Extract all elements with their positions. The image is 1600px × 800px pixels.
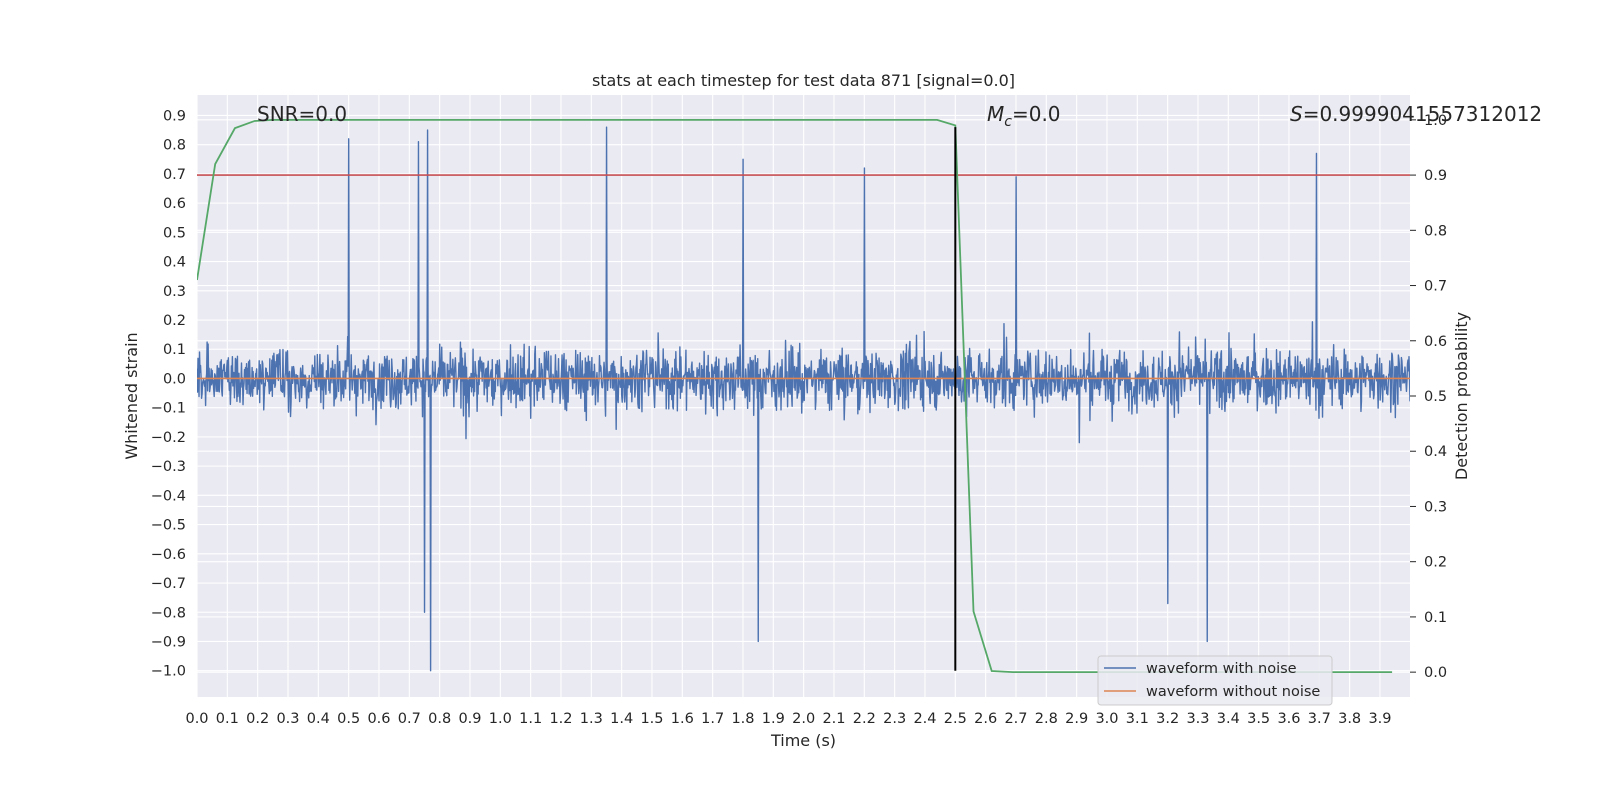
x-tick-label: 0.4 bbox=[307, 711, 330, 727]
y2-tick-label: 0.1 bbox=[1424, 610, 1447, 626]
x-tick-label: 1.8 bbox=[731, 711, 754, 727]
x-tick-label: 2.3 bbox=[883, 711, 906, 727]
detection-probability-line bbox=[197, 118, 1393, 674]
x-tick-label: 0.7 bbox=[398, 711, 421, 727]
x-tick-label: 3.0 bbox=[1095, 711, 1118, 727]
y-tick-label: 0.5 bbox=[163, 225, 186, 241]
x-tick-label: 1.4 bbox=[610, 711, 633, 727]
x-tick-label: 2.5 bbox=[944, 711, 967, 727]
x-axis-label: Time (s) bbox=[770, 731, 836, 750]
snr-annotation: SNR=0.0 bbox=[257, 102, 347, 126]
y-tick-label: 0.7 bbox=[163, 167, 186, 183]
y2-tick-label: 0.2 bbox=[1424, 555, 1447, 571]
x-tick-label: 1.0 bbox=[489, 711, 512, 727]
y2-tick-label: 0.8 bbox=[1424, 223, 1447, 239]
y-tick-label: 0.2 bbox=[163, 313, 186, 329]
x-tick-label: 0.5 bbox=[337, 711, 360, 727]
y2-axis-ticks: 1.0 0.9 0.8 0.7 0.6 0.5 0.4 0.3 0.2 0.1 0.0 bbox=[1410, 113, 1447, 681]
x-tick-label: 2.7 bbox=[1004, 711, 1027, 727]
x-tick-label: 0.1 bbox=[216, 711, 239, 727]
x-tick-label: 2.8 bbox=[1035, 711, 1058, 727]
y2-axis-label: Detection probability bbox=[1452, 312, 1471, 480]
score-value: =0.9999041557312012 bbox=[1303, 102, 1542, 126]
x-tick-label: 2.9 bbox=[1065, 711, 1088, 727]
y-axis-label: Whitened strain bbox=[122, 332, 141, 459]
chirp-mass-annotation: Mc=0.0 bbox=[987, 102, 1061, 130]
y-tick-label: 0.8 bbox=[163, 138, 186, 154]
y-tick-label: −0.4 bbox=[151, 488, 186, 504]
y2-tick-label: 0.3 bbox=[1424, 499, 1447, 515]
y2-tick-label: 0.7 bbox=[1424, 279, 1447, 295]
y-tick-label: 0.0 bbox=[163, 371, 186, 387]
x-tick-label: 0.9 bbox=[458, 711, 481, 727]
x-tick-label: 2.1 bbox=[822, 711, 845, 727]
x-tick-label: 1.9 bbox=[762, 711, 785, 727]
y2-tick-label: 1.0 bbox=[1424, 113, 1447, 129]
legend: waveform with noise waveform without noi… bbox=[1097, 655, 1333, 706]
x-tick-label: 0.6 bbox=[367, 711, 390, 727]
chirp-mass-subscript: c bbox=[1004, 114, 1012, 130]
chirp-mass-symbol: M bbox=[987, 102, 1004, 126]
x-tick-label: 3.7 bbox=[1308, 711, 1331, 727]
y-axis-ticks: 0.9 0.8 0.7 0.6 0.5 0.4 0.3 0.2 0.1 0.0 −0.1 −0.2 −0… bbox=[151, 108, 186, 679]
y-tick-label: 0.3 bbox=[163, 284, 186, 300]
x-tick-label: 0.0 bbox=[185, 711, 208, 727]
x-tick-label: 0.2 bbox=[246, 711, 269, 727]
y-tick-label: −0.6 bbox=[151, 547, 186, 563]
x-tick-label: 1.1 bbox=[519, 711, 542, 727]
y-tick-label: −0.7 bbox=[151, 576, 186, 592]
y-tick-label: 0.1 bbox=[163, 342, 186, 358]
chart-title: stats at each timestep for test data 871… bbox=[592, 71, 1015, 90]
y-tick-label: 0.9 bbox=[163, 108, 186, 124]
y2-tick-label: 0.6 bbox=[1424, 334, 1447, 350]
x-tick-label: 1.2 bbox=[549, 711, 572, 727]
score-symbol: S bbox=[1290, 102, 1303, 126]
x-tick-label: 3.9 bbox=[1368, 711, 1391, 727]
y-tick-label: −1.0 bbox=[151, 664, 186, 680]
y-tick-label: −0.3 bbox=[151, 459, 186, 475]
y2-tick-label: 0.0 bbox=[1424, 665, 1447, 681]
x-tick-label: 3.1 bbox=[1126, 711, 1149, 727]
x-tick-label: 3.4 bbox=[1217, 711, 1240, 727]
y-tick-label: 0.4 bbox=[163, 255, 186, 271]
y2-tick-label: 0.4 bbox=[1424, 444, 1447, 460]
y-tick-label: 0.6 bbox=[163, 196, 186, 212]
x-tick-label: 1.6 bbox=[671, 711, 694, 727]
x-tick-label: 3.6 bbox=[1277, 711, 1300, 727]
y2-tick-label: 0.9 bbox=[1424, 168, 1447, 184]
x-tick-label: 2.0 bbox=[792, 711, 815, 727]
legend-label-noise: waveform with noise bbox=[1146, 661, 1297, 677]
x-tick-label: 1.5 bbox=[640, 711, 663, 727]
x-tick-label: 0.3 bbox=[276, 711, 299, 727]
y2-tick-label: 0.5 bbox=[1424, 389, 1447, 405]
x-tick-label: 2.4 bbox=[913, 711, 936, 727]
x-tick-label: 0.8 bbox=[428, 711, 451, 727]
x-tick-label: 3.3 bbox=[1186, 711, 1209, 727]
x-tick-label: 1.3 bbox=[580, 711, 603, 727]
y-tick-label: −0.2 bbox=[151, 430, 186, 446]
series-layer bbox=[197, 118, 1410, 674]
chirp-mass-value: =0.0 bbox=[1012, 102, 1061, 126]
y-tick-label: −0.1 bbox=[151, 401, 186, 417]
x-tick-label: 3.2 bbox=[1156, 711, 1179, 727]
legend-label-clean: waveform without noise bbox=[1146, 684, 1320, 700]
x-tick-label: 1.7 bbox=[701, 711, 724, 727]
x-tick-label: 3.8 bbox=[1338, 711, 1361, 727]
y-tick-label: −0.8 bbox=[151, 605, 186, 621]
y-tick-label: −0.9 bbox=[151, 634, 186, 650]
score-annotation: S=0.9999041557312012 bbox=[1290, 102, 1542, 126]
x-tick-label: 2.6 bbox=[974, 711, 997, 727]
x-tick-label: 2.2 bbox=[853, 711, 876, 727]
y-tick-label: −0.5 bbox=[151, 518, 186, 534]
x-tick-label: 3.5 bbox=[1247, 711, 1270, 727]
x-axis-ticks: 0.0 0.1 0.2 0.3 0.4 0.5 0.6 0.7 0.8 0.9 1.0 1.1 1.2 1… bbox=[185, 711, 1391, 727]
legend-box bbox=[1097, 655, 1333, 706]
